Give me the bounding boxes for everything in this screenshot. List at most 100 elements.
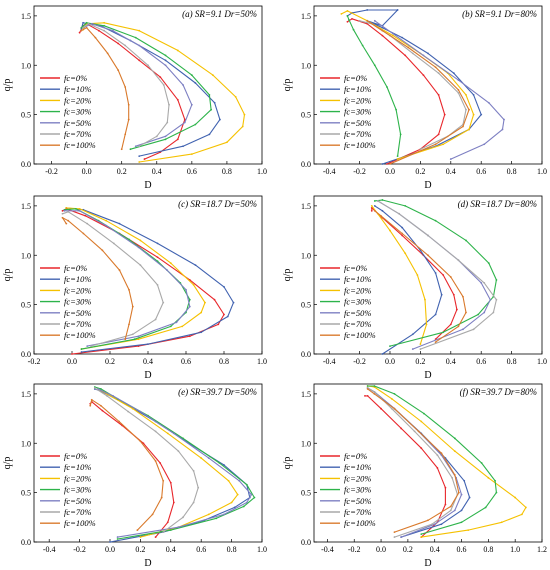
data-point: [501, 128, 504, 131]
data-point: [366, 394, 369, 397]
data-point: [348, 18, 350, 21]
data-point: [61, 209, 64, 212]
series-line: [374, 210, 467, 343]
data-point: [453, 509, 456, 512]
series-fc-50-: [82, 22, 193, 148]
data-point: [396, 155, 399, 158]
data-point: [211, 74, 214, 77]
series-line: [82, 23, 170, 147]
data-point: [381, 353, 384, 355]
data-point: [396, 9, 399, 11]
data-point: [424, 298, 426, 301]
x-tick-label: 0.4: [143, 357, 153, 366]
data-point: [495, 491, 498, 494]
data-point: [200, 331, 203, 334]
data-point: [71, 353, 73, 355]
legend-label: fc=70%: [64, 129, 91, 139]
data-point: [492, 311, 495, 314]
y-axis-label: q/p: [282, 269, 293, 282]
data-point: [86, 222, 89, 225]
data-point: [413, 430, 416, 433]
legend: fc=0%fc=10%fc=20% fc=30%fc=50%fc=70%fc=10…: [320, 451, 376, 528]
data-point: [381, 29, 384, 32]
y-tick-label: 0.0: [21, 350, 31, 359]
data-point: [131, 333, 134, 336]
data-point: [495, 298, 498, 301]
data-point: [232, 301, 235, 304]
series-fc-50-: [373, 19, 505, 160]
legend-label: fc=20%: [344, 473, 371, 483]
series-line: [367, 385, 527, 538]
data-point: [444, 486, 447, 489]
data-point: [112, 394, 114, 397]
x-tick-label: 0.2: [105, 357, 115, 366]
data-point: [183, 121, 186, 124]
data-point: [503, 118, 505, 121]
legend-label: fc=10%: [344, 462, 371, 472]
data-point: [449, 323, 452, 326]
data-point: [194, 123, 197, 126]
data-point: [489, 298, 492, 301]
data-point: [210, 108, 213, 111]
data-point: [389, 229, 391, 232]
data-point: [407, 46, 410, 49]
legend: fc=0%fc=10%fc=20% fc=30%fc=50%fc=70%fc=10…: [40, 73, 96, 150]
data-point: [192, 470, 195, 472]
data-point: [80, 26, 83, 29]
data-point: [437, 93, 440, 96]
data-point: [109, 541, 111, 543]
data-point: [97, 29, 100, 32]
data-point: [159, 76, 162, 78]
data-point: [204, 301, 206, 304]
data-point: [223, 464, 225, 466]
data-point: [137, 246, 140, 249]
x-tick-label: 1.0: [257, 357, 267, 366]
data-point: [434, 219, 437, 222]
x-axis-label: D: [424, 558, 431, 569]
data-point: [381, 163, 384, 165]
series-fc-50-: [366, 387, 463, 538]
data-point: [373, 204, 376, 207]
y-tick-label: 1.5: [301, 202, 311, 211]
x-tick-label: 0.6: [476, 167, 486, 176]
data-point: [147, 343, 149, 346]
x-tick-label: 0.2: [135, 545, 145, 554]
x-tick-label: 0.8: [483, 545, 493, 554]
data-point: [480, 462, 483, 464]
data-point: [440, 293, 443, 296]
x-tick-label: 0.2: [403, 545, 413, 554]
legend-label: fc=70%: [344, 507, 371, 517]
data-point: [156, 242, 159, 245]
data-point: [138, 145, 141, 148]
legend: fc=0%fc=10%fc=20% fc=30%fc=50%fc=70%fc=10…: [320, 73, 376, 150]
data-point: [483, 282, 486, 284]
series-line: [79, 23, 186, 160]
data-point: [465, 311, 467, 314]
data-point: [427, 52, 429, 55]
data-point: [182, 145, 184, 148]
data-point: [358, 19, 361, 22]
data-point: [427, 519, 429, 522]
data-point: [118, 420, 121, 423]
data-point: [404, 252, 407, 255]
panel-title: (f) SR=39.7 Dr=80%: [460, 387, 537, 397]
data-point: [422, 74, 425, 77]
legend-label: fc=70%: [344, 319, 371, 329]
data-point: [520, 513, 523, 516]
data-point: [175, 321, 178, 324]
legend-label: fc=10%: [344, 84, 371, 94]
data-point: [90, 345, 92, 347]
data-point: [138, 44, 141, 47]
data-point: [472, 113, 475, 116]
series-fc-100-: [373, 209, 467, 344]
series-line: [82, 22, 246, 163]
data-point: [67, 210, 70, 213]
legend-label: fc=10%: [64, 84, 91, 94]
data-point: [468, 128, 470, 131]
data-point: [396, 158, 399, 160]
data-point: [442, 274, 445, 276]
data-point: [452, 72, 455, 75]
data-point: [208, 93, 211, 96]
x-axis-label: D: [144, 370, 151, 381]
series-fc-50-: [63, 209, 191, 347]
